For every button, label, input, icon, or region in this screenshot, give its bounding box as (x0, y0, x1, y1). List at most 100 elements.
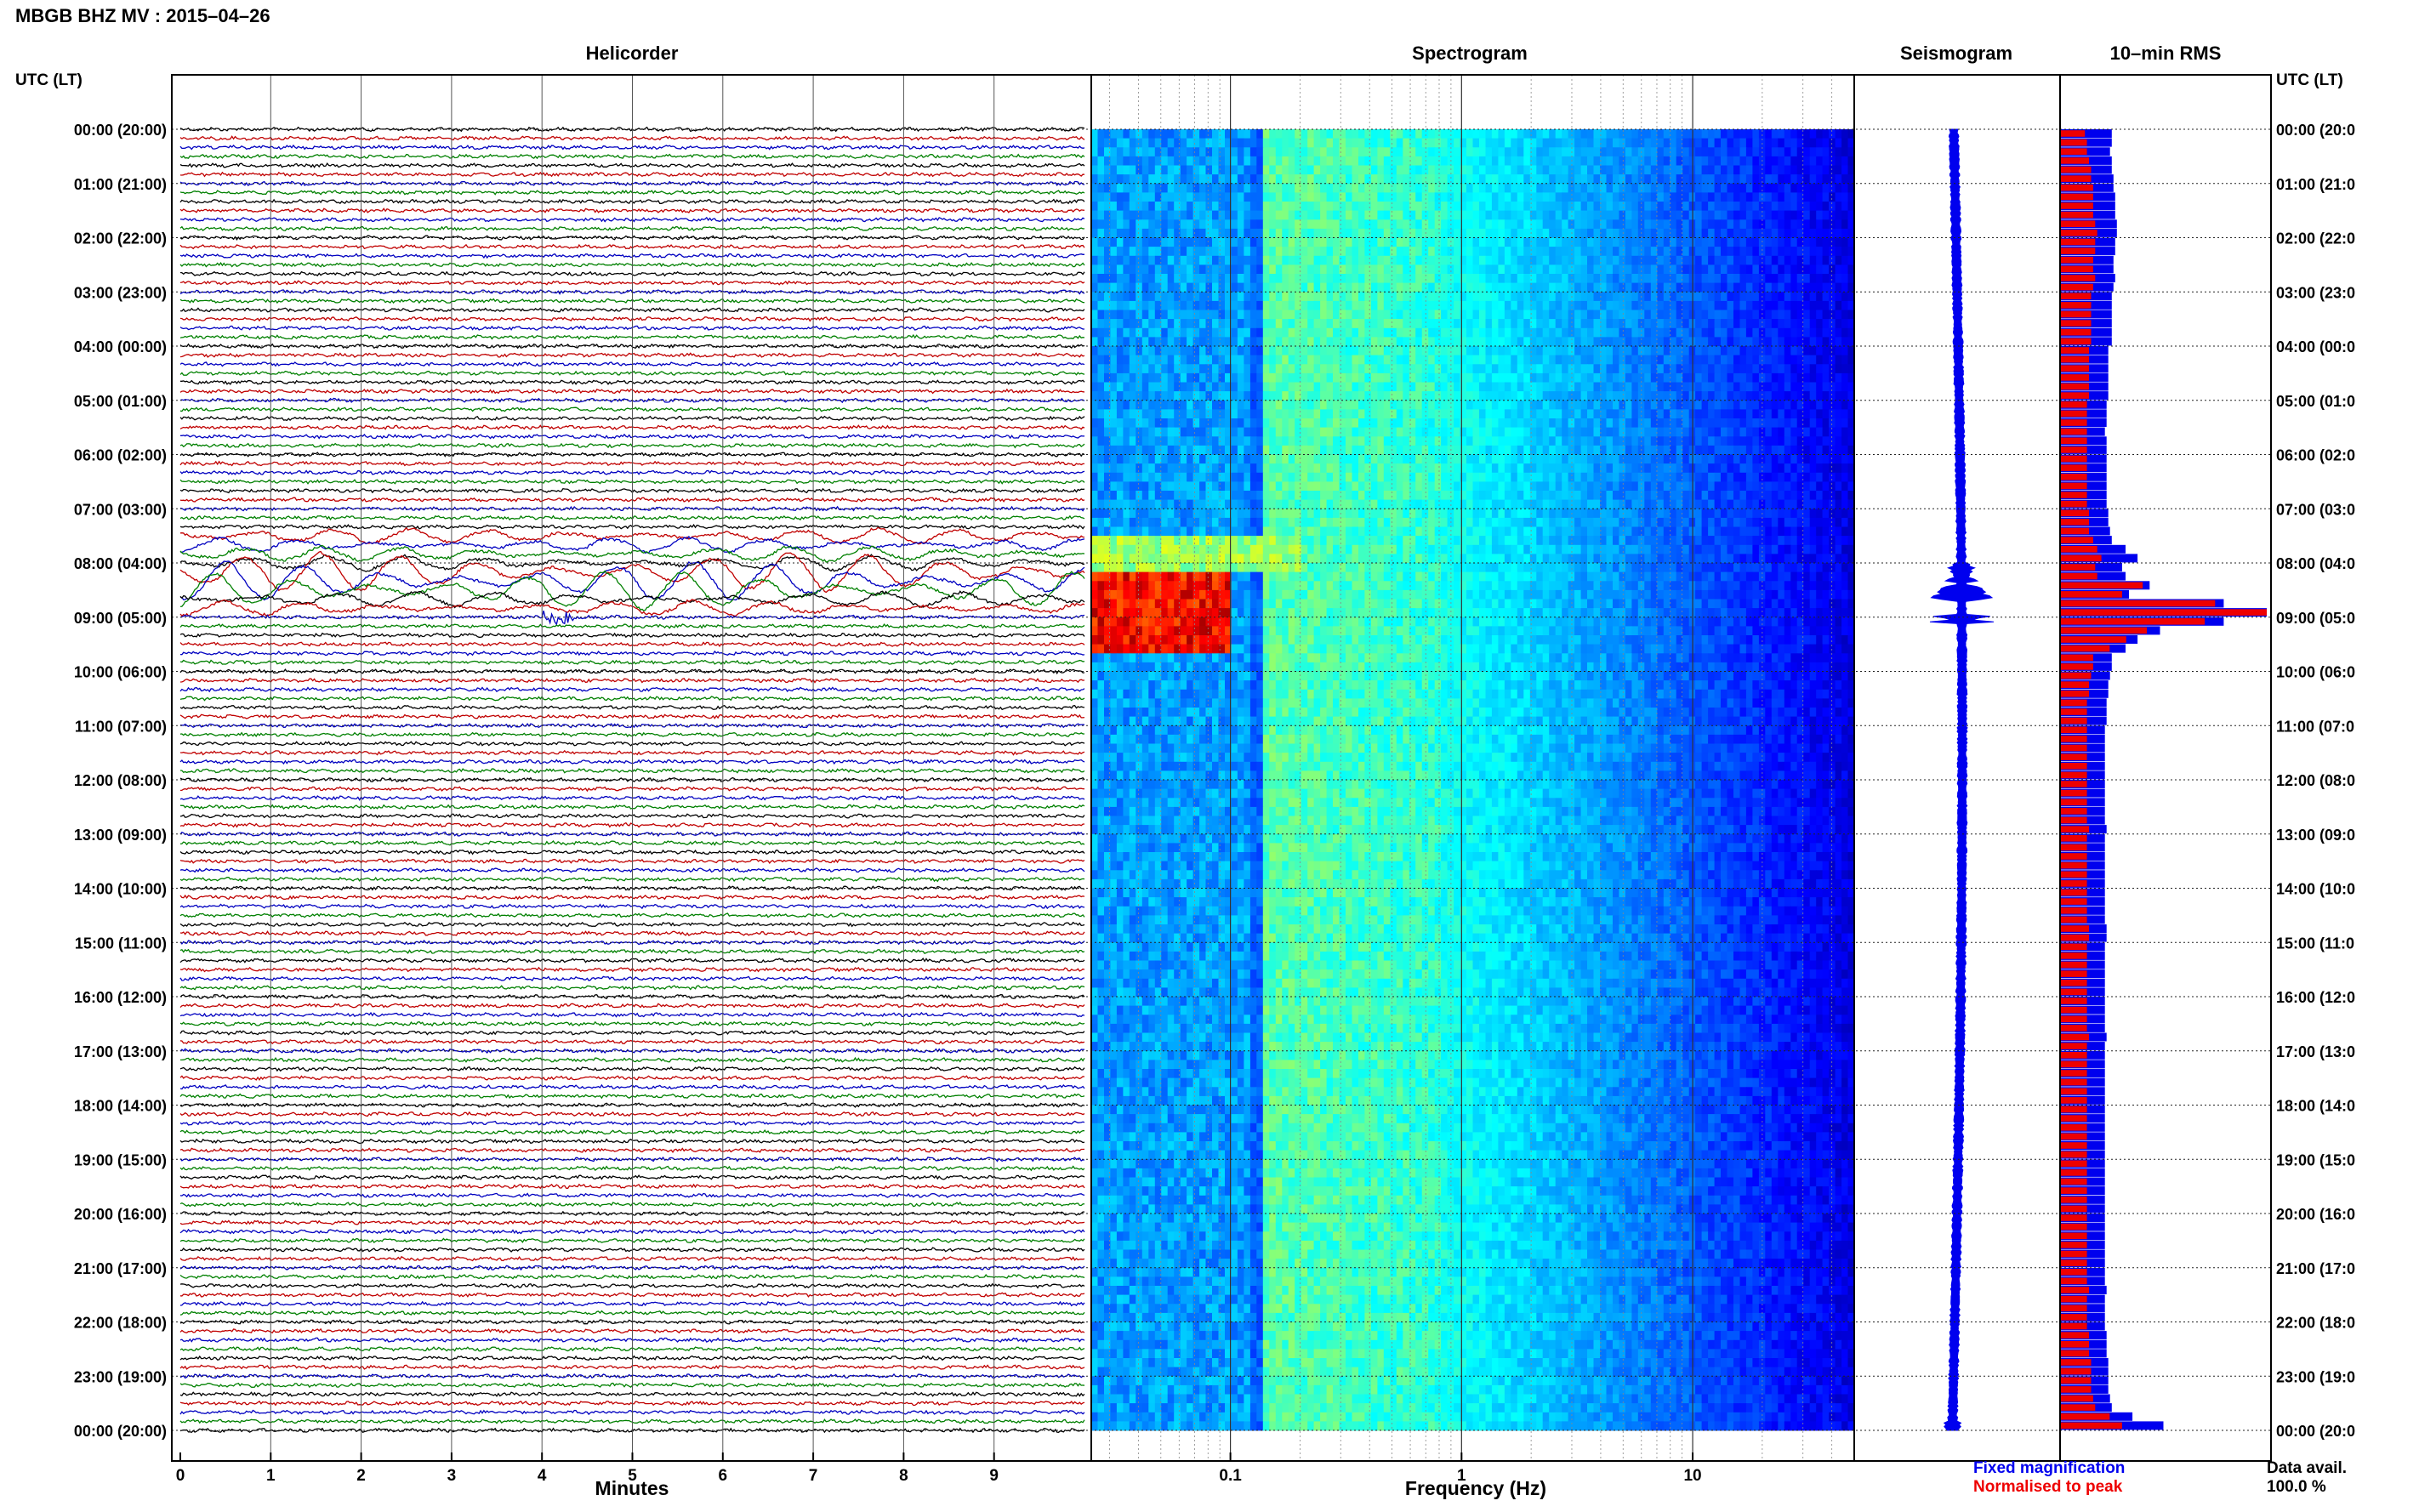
spectrogram-cell (1625, 472, 1632, 482)
spectrogram-cell (1154, 174, 1162, 185)
spectrogram-cell (1161, 192, 1169, 202)
spectrogram-cell (1822, 300, 1830, 310)
spectrogram-cell (1301, 427, 1308, 437)
spectrogram-cell (1097, 300, 1105, 310)
spectrogram-cell (1549, 372, 1557, 383)
spectrogram-cell (1466, 327, 1474, 338)
spectrogram-cell (1721, 337, 1728, 347)
spectrogram-cell (1218, 382, 1226, 392)
spectrogram-cell (1148, 165, 1156, 175)
spectrogram-cell (1383, 210, 1391, 220)
spectrogram-cell (1339, 327, 1346, 338)
spectrogram-cell (1701, 264, 1709, 275)
spectrogram-cell (1269, 319, 1277, 329)
spectrogram-cell (1364, 372, 1372, 383)
spectrogram-cell (1727, 472, 1734, 482)
spectrogram-cell (1809, 210, 1817, 220)
spectrogram-cell (1562, 418, 1569, 428)
spectrogram-cell (1625, 327, 1632, 338)
spectrogram-cell (1727, 391, 1734, 401)
spectrogram-cell (1657, 292, 1665, 302)
spectrogram-cell (1460, 138, 1467, 148)
spectrogram-cell (1829, 174, 1836, 185)
spectrogram-cell (1333, 454, 1340, 464)
spectrogram-cell (1383, 147, 1391, 157)
spectrogram-cell (1148, 282, 1156, 293)
spectrogram-cell (1549, 436, 1557, 446)
spectrogram-cell (1205, 346, 1213, 355)
spectrogram-cell (1313, 454, 1321, 464)
spectrogram-cell (1460, 156, 1467, 166)
spectrogram-cell (1771, 264, 1779, 275)
spectrogram-cell (1745, 138, 1753, 148)
spectrogram-cell (1771, 319, 1779, 329)
spectrogram-cell (1670, 327, 1677, 338)
spectrogram-cell (1244, 463, 1251, 474)
spectrogram-cell (1606, 472, 1614, 482)
spectrogram-cell (1816, 472, 1824, 482)
spectrogram-cell (1517, 355, 1524, 365)
spectrogram-cell (1116, 346, 1124, 355)
spectrogram-cell (1275, 445, 1283, 455)
spectrogram-cell (1307, 192, 1315, 202)
spectrogram-cell (1282, 327, 1289, 338)
spectrogram-cell (1129, 372, 1136, 383)
time-label-right: 01:00 (21:0 (2276, 176, 2355, 193)
spectrogram-cell (1511, 237, 1518, 247)
spectrogram-cell (1148, 472, 1156, 482)
spectrogram-cell (1370, 300, 1378, 310)
spectrogram-cell (1212, 237, 1220, 247)
spectrogram-cell (1695, 300, 1703, 310)
spectrogram-cell (1282, 192, 1289, 202)
spectrogram-cell (1721, 481, 1728, 492)
time-label-left: 01:00 (21:00) (74, 176, 167, 193)
spectrogram-cell (1218, 372, 1226, 383)
spectrogram-cell (1727, 463, 1734, 474)
time-label-right: 00:00 (20:0 (2276, 122, 2355, 139)
spectrogram-cell (1295, 454, 1302, 464)
spectrogram-cell (1657, 436, 1665, 446)
spectrogram-cell (1187, 346, 1194, 355)
spectrogram-cell (1269, 481, 1277, 492)
spectrogram-cell (1549, 255, 1557, 265)
spectrogram-cell (1390, 364, 1397, 374)
spectrogram-cell (1212, 418, 1220, 428)
spectrogram-cell (1364, 337, 1372, 347)
spectrogram-cell (1091, 481, 1099, 492)
spectrogram-cell (1218, 147, 1226, 157)
spectrogram-cell (1771, 165, 1779, 175)
spectrogram-cell (1237, 337, 1244, 347)
spectrogram-cell (1097, 310, 1105, 320)
spectrogram-cell (1529, 174, 1537, 185)
spectrogram-cell (1110, 409, 1118, 419)
spectrogram-cell (1778, 463, 1785, 474)
spectrogram-cell (1441, 202, 1449, 211)
spectrogram-cell (1625, 183, 1632, 193)
spectrogram-cell (1479, 138, 1487, 148)
spectrogram-cell (1256, 210, 1264, 220)
spectrogram-cell (1403, 409, 1410, 419)
spectrogram-cell (1174, 129, 1181, 139)
spectrogram-cell (1320, 237, 1328, 247)
spectrogram-cell (1765, 138, 1773, 148)
spectrogram-cell (1574, 481, 1582, 492)
spectrogram-cell (1809, 327, 1817, 338)
spectrogram-cell (1187, 156, 1194, 166)
spectrogram-cell (1784, 219, 1791, 230)
spectrogram-cell (1339, 165, 1346, 175)
spectrogram-cell (1657, 400, 1665, 410)
spectrogram-cell (1295, 327, 1302, 338)
spectrogram-cell (1403, 391, 1410, 401)
spectrogram-cell (1123, 436, 1130, 446)
spectrogram-cell (1631, 463, 1639, 474)
spectrogram-cell (1466, 445, 1474, 455)
spectrogram-cell (1472, 292, 1480, 302)
spectrogram-cell (1745, 364, 1753, 374)
spectrogram-cell (1517, 481, 1524, 492)
spectrogram-cell (1701, 183, 1709, 193)
spectrogram-cell (1796, 409, 1804, 419)
spectrogram-cell (1249, 346, 1257, 355)
spectrogram-cell (1466, 463, 1474, 474)
spectrogram-cell (1517, 337, 1524, 347)
spectrogram-cell (1199, 346, 1207, 355)
